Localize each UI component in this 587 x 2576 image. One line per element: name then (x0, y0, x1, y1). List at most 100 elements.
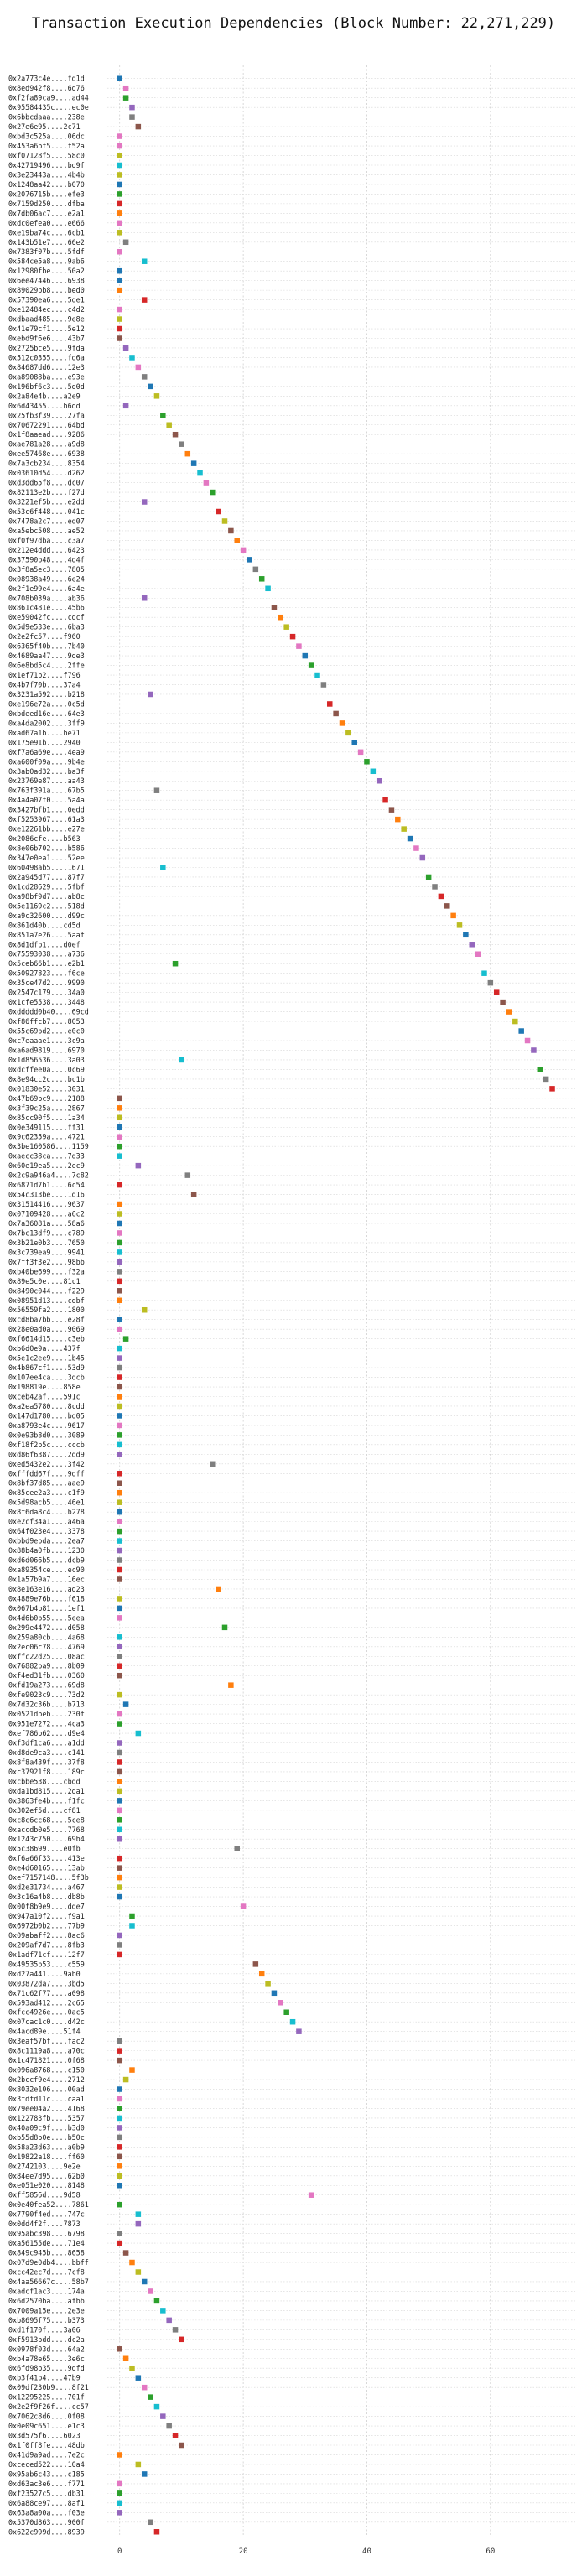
y-tick-label: 0x8e163e16....ad23 (8, 1585, 85, 1593)
y-tick-label: 0x25fb3f39....27fa (8, 411, 85, 419)
data-point (117, 153, 122, 158)
y-tick-label: 0x6365f40b....7b40 (8, 642, 85, 651)
y-tick-label: 0x5c38699....e0fb (8, 1845, 81, 1853)
y-tick-label: 0xb6d0e9a....437f (8, 1344, 81, 1353)
y-tick-label: 0x5370d863....900f (8, 2518, 85, 2527)
y-tick-label: 0x03610d54....d262 (8, 469, 85, 477)
data-point (370, 768, 377, 775)
data-point (481, 970, 487, 976)
data-point (141, 595, 148, 601)
data-point (141, 374, 148, 380)
data-point (117, 1345, 122, 1352)
data-point (117, 1355, 122, 1361)
data-point (141, 1306, 148, 1313)
y-tick-label: 0xf6614d15....c3eb (8, 1335, 85, 1343)
data-point (117, 2048, 122, 2054)
data-point (122, 402, 129, 409)
data-point (117, 2480, 122, 2487)
y-tick-label: 0x09df230b9....8f21 (8, 2383, 89, 2392)
y-tick-label: 0x4b7f70b....37a4 (8, 681, 81, 689)
y-tick-label: 0x1d856536....3a03 (8, 1056, 85, 1064)
y-tick-label: 0xf4ed31fb....0360 (8, 1671, 85, 1680)
x-tick-label: 0 (117, 2547, 122, 2556)
y-tick-label: 0x708b039a....ab36 (8, 594, 85, 602)
y-tick-label: 0x584ce5a8....9ab6 (8, 257, 85, 266)
data-point (179, 1057, 184, 1063)
data-point (129, 1913, 135, 1919)
data-point (160, 2413, 166, 2419)
y-tick-label: 0xaecc38ca....7d33 (8, 1152, 85, 1161)
y-tick-label: 0x88b4a0fb....1230 (8, 1546, 85, 1555)
y-tick-label: 0xf5253967....61a3 (8, 815, 85, 823)
y-tick-label: 0x4a4a07f0....5a4a (8, 796, 85, 804)
y-tick-label: 0x49535b53....c559 (8, 1960, 85, 1968)
data-point (407, 835, 413, 842)
data-point (117, 2144, 122, 2150)
y-tick-label: 0x79ee04a2....4168 (8, 2104, 85, 2112)
data-point (153, 2403, 160, 2410)
y-tick-label: 0x56559fa2....1800 (8, 1306, 85, 1314)
data-point (117, 172, 122, 178)
data-point (148, 2519, 153, 2526)
y-tick-label: 0x3427bfb1....0edd (8, 806, 85, 814)
data-point (117, 1432, 122, 1438)
data-point (117, 143, 122, 149)
y-tick-label: 0x2a773c4e....fd1d (8, 75, 85, 83)
y-tick-label: 0x7d32c36b....b713 (8, 1701, 85, 1709)
y-tick-label: 0x3be160586....1159 (8, 1142, 89, 1150)
y-tick-label: 0xa5ebc508....ae52 (8, 527, 85, 535)
data-point (117, 133, 122, 139)
data-point (135, 2220, 142, 2227)
data-point (308, 2192, 314, 2198)
y-tick-label: 0x35ce47d2....9990 (8, 979, 85, 987)
data-point (117, 2510, 122, 2516)
data-point (117, 1605, 122, 1612)
data-point (327, 701, 333, 707)
data-point (179, 2442, 184, 2449)
data-point (512, 1018, 518, 1025)
data-point (135, 1730, 142, 1737)
y-tick-label: 0x3221ef5b....e2dd (8, 498, 85, 506)
data-point (153, 787, 160, 793)
y-tick-label: 0x31514416....9637 (8, 1200, 85, 1208)
y-tick-label: 0x07d9e0db4....bbff (8, 2258, 89, 2267)
y-tick-label: 0xb55d8b0e....b50c (8, 2133, 85, 2142)
y-tick-label: 0xbbd9ebda....2ea7 (8, 1537, 85, 1545)
data-point (500, 999, 506, 1005)
data-point (320, 682, 327, 688)
data-point (234, 1846, 240, 1852)
data-point (289, 633, 296, 640)
x-tick-label: 40 (362, 2547, 371, 2556)
data-point (117, 1364, 122, 1371)
data-point (117, 287, 122, 293)
y-tick-label: 0x19822a18....ff60 (8, 2153, 85, 2161)
data-point (364, 759, 370, 765)
y-tick-label: 0x2f1e99e4....6a4e (8, 584, 85, 593)
data-point (278, 2000, 283, 2006)
y-tick-label: 0xb40be699....f32a (8, 1267, 85, 1275)
data-point (240, 547, 247, 553)
gridlines (107, 65, 577, 2537)
y-tick-label: 0x3c739ea9....9941 (8, 1248, 85, 1256)
y-tick-label: 0xd6d066b5....dcb9 (8, 1556, 85, 1565)
data-point (117, 335, 122, 341)
y-tick-label: 0x4889e76b....f618 (8, 1594, 85, 1602)
y-tick-label: 0x6bbcdaaa....238e (8, 113, 85, 122)
data-point (172, 431, 179, 438)
data-point (122, 95, 129, 101)
data-point (117, 2201, 122, 2208)
data-point (172, 960, 179, 967)
data-point (117, 1249, 122, 1255)
data-point (203, 480, 210, 486)
data-point (117, 1288, 122, 1294)
data-point (117, 1788, 122, 1794)
y-tick-label: 0x6ee47446....6938 (8, 277, 85, 285)
y-tick-label: 0x08938a49....6e24 (8, 574, 85, 583)
data-point (117, 2125, 122, 2131)
y-tick-label: 0x198819e....858e (8, 1383, 81, 1391)
y-tick-label: 0x347e0ea1....52ee (8, 854, 85, 862)
data-point (117, 1596, 122, 1602)
data-point (184, 450, 191, 457)
y-tick-label: 0xa89354ce....ec90 (8, 1566, 85, 1574)
data-point (122, 345, 129, 351)
